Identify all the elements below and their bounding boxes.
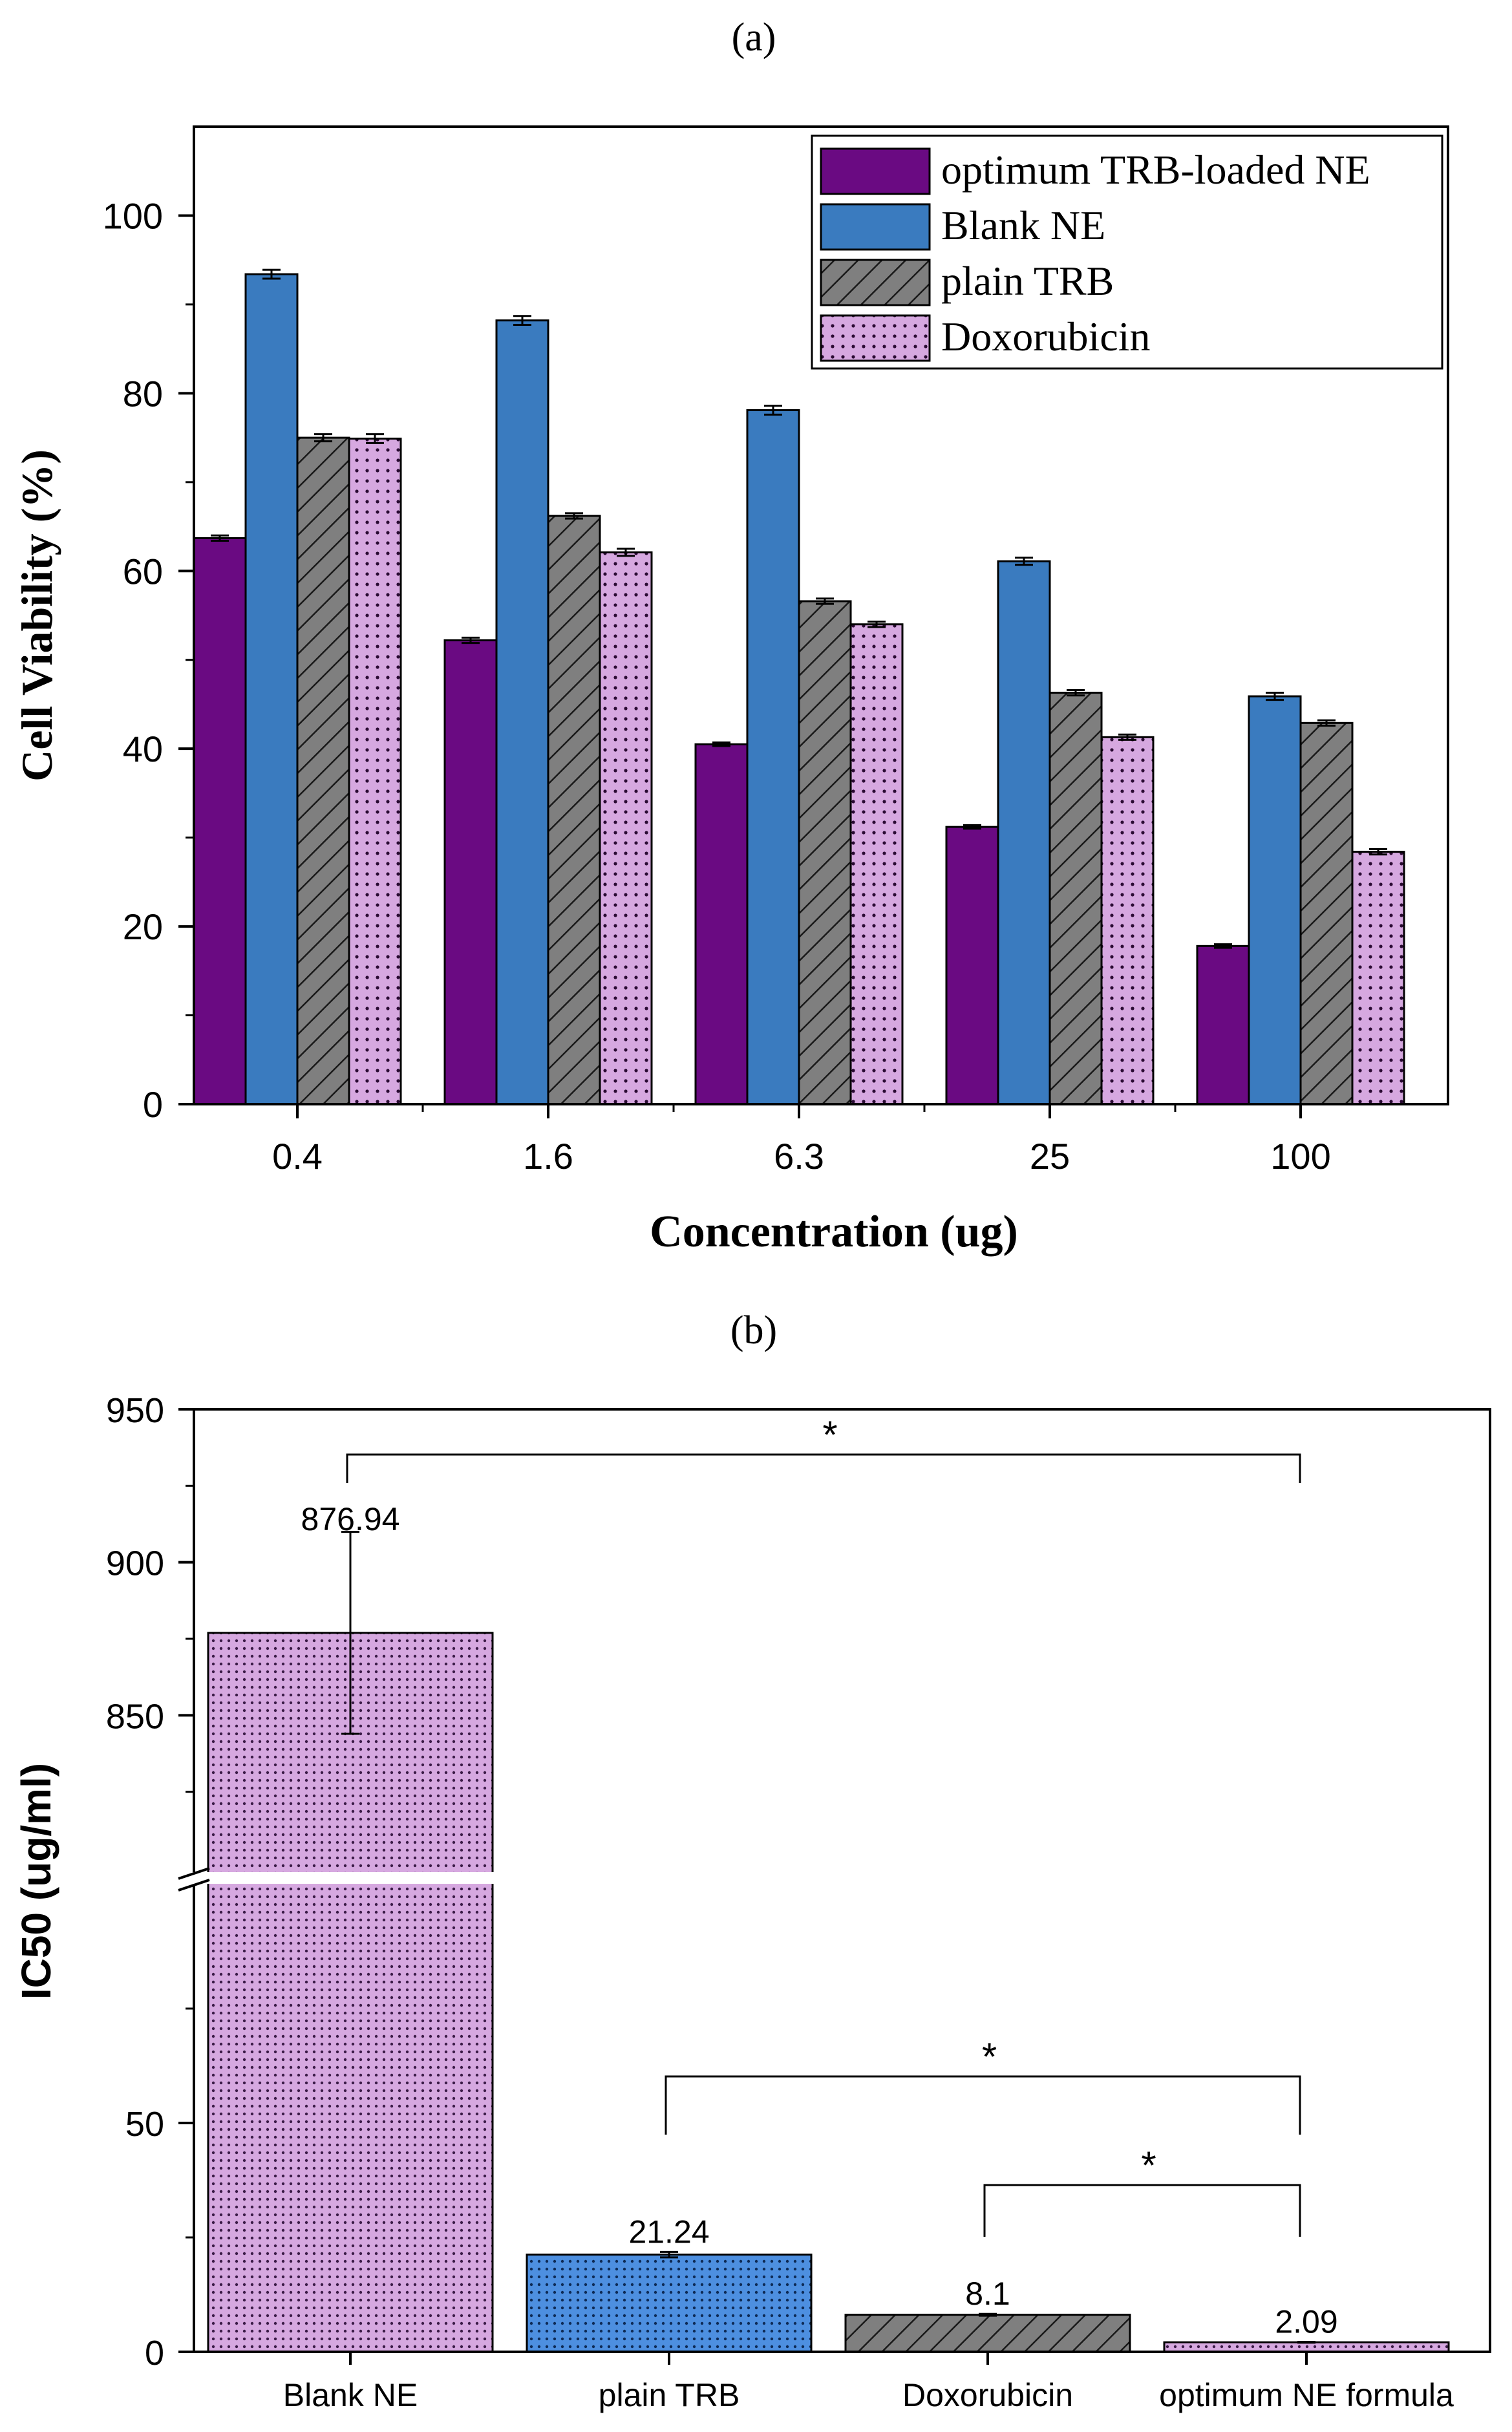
bar-blank-ne-0.4: [244, 273, 299, 1105]
panel-b-bars-layer: 876.94 21.24 8.1 2.09: [207, 1501, 1450, 2353]
x-tick-label: 25: [1030, 1136, 1070, 1177]
bar-doxorubicin-1.6: [599, 551, 653, 1105]
x-tick-label: 6.3: [774, 1136, 824, 1177]
legend-label: Doxorubicin: [941, 314, 1151, 359]
panel-b-axes: Blank NE plain TRB Doxorubicin optimum NE f…: [106, 1391, 1454, 2413]
bar-optimum-ne-formula: [1163, 2341, 1450, 2353]
y-tick-label: 80: [123, 373, 163, 414]
legend-swatch: [820, 203, 931, 251]
x-tick-label: Doxorubicin: [902, 2377, 1073, 2413]
panel-a-axes: 0.4 1.6 6.3 25 100 0 20 40 60 80 100: [103, 195, 1331, 1177]
value-label: 21.24: [628, 2213, 709, 2250]
y-tick-label: 0: [145, 2334, 164, 2373]
value-label: 876.94: [301, 1501, 400, 1537]
y-tick-label: 950: [106, 1391, 164, 1430]
y-tick-label: 40: [123, 729, 163, 769]
bar-doxorubicin-6.3: [849, 623, 904, 1105]
panel-a-label: (a): [732, 16, 776, 59]
bar-blank-ne-25: [997, 560, 1051, 1105]
y-tick-label: 50: [125, 2105, 164, 2144]
y-tick-label: 100: [103, 195, 163, 236]
panel-a-bars-layer: [193, 268, 1405, 1105]
bar-doxorubicin-25: [1100, 736, 1155, 1105]
bar-plain-trb-1.6: [547, 515, 601, 1105]
legend-label: plain TRB: [941, 258, 1114, 304]
x-tick-label: 0.4: [272, 1136, 323, 1177]
panel-b-chart: (b) 876.94 21.24 8.1 2.09 Blank NE plain TRB…: [13, 1308, 1491, 2413]
panel-a-chart: (a) 0.4 1.6 6.3 25 100 0 20 40 60 80 100 Cell Viab…: [12, 16, 1449, 1257]
panel-a-y-axis-title: Cell Viability (%): [12, 449, 61, 782]
panel-b-significance: * * *: [346, 1413, 1301, 2237]
significance-star: *: [822, 1413, 837, 1456]
legend-swatch: [820, 147, 931, 195]
significance-bracket: [346, 1453, 1301, 1483]
y-tick-label: 60: [123, 551, 163, 592]
bar-plain-trb: [526, 2254, 813, 2353]
bar-optimum-trb-loaded-ne-1.6: [443, 639, 498, 1105]
bar-plain-trb-0.4: [296, 436, 350, 1105]
y-tick-label: 850: [106, 1697, 164, 1736]
bar-plain-trb-6.3: [798, 600, 852, 1105]
x-tick-label: plain TRB: [599, 2377, 740, 2413]
bar-optimum-trb-loaded-ne-25: [945, 826, 999, 1105]
panel-b-y-axis-title: IC50 (ug/ml): [13, 1763, 59, 2000]
significance-star: *: [982, 2035, 997, 2078]
bar-plain-trb-25: [1049, 692, 1103, 1105]
bar-blank-ne-100: [1248, 695, 1302, 1105]
bar-blank-ne-6.3: [746, 409, 800, 1105]
y-tick-label: 0: [143, 1084, 163, 1125]
panel-a-plot-frame: [193, 125, 1449, 1105]
bar-doxorubicin-100: [1351, 851, 1405, 1105]
significance-bracket: [665, 2075, 1301, 2135]
significance-star: *: [1141, 2144, 1156, 2187]
significance-bracket: [983, 2184, 1301, 2237]
bar-optimum-trb-loaded-ne-6.3: [694, 743, 749, 1105]
legend-label: Blank NE: [941, 202, 1105, 248]
panel-a-legend: optimum TRB-loaded NE Blank NE plain TRB Do…: [811, 134, 1443, 370]
x-tick-label: optimum NE formula: [1159, 2377, 1454, 2413]
legend-swatch: [820, 314, 931, 362]
value-label: 2.09: [1275, 2303, 1337, 2340]
bar-doxorubicin-0.4: [348, 437, 402, 1105]
bar-optimum-trb-loaded-ne-100: [1196, 944, 1250, 1105]
bar-blank-ne-1.6: [495, 319, 549, 1105]
bar-optimum-trb-loaded-ne-0.4: [193, 537, 247, 1105]
value-label: 8.1: [965, 2276, 1010, 2312]
bar-blank-ne: [207, 1632, 494, 2353]
legend-label: optimum TRB-loaded NE: [941, 147, 1370, 193]
bar-plain-trb-100: [1299, 721, 1354, 1105]
legend-swatch: [820, 259, 931, 306]
axis-break-gap: [207, 1872, 494, 1884]
axis-break-mark: [178, 1867, 210, 1880]
panel-a-x-axis-title: Concentration (ug): [650, 1207, 1018, 1257]
y-tick-label: 20: [123, 906, 163, 947]
axis-break-mark: [178, 1879, 210, 1892]
x-tick-label: Blank NE: [283, 2377, 418, 2413]
bar-doxorubicin: [844, 2314, 1131, 2353]
panel-b-label: (b): [730, 1308, 777, 1352]
y-tick-label: 900: [106, 1544, 164, 1583]
x-tick-label: 100: [1270, 1136, 1330, 1177]
x-tick-label: 1.6: [523, 1136, 573, 1177]
